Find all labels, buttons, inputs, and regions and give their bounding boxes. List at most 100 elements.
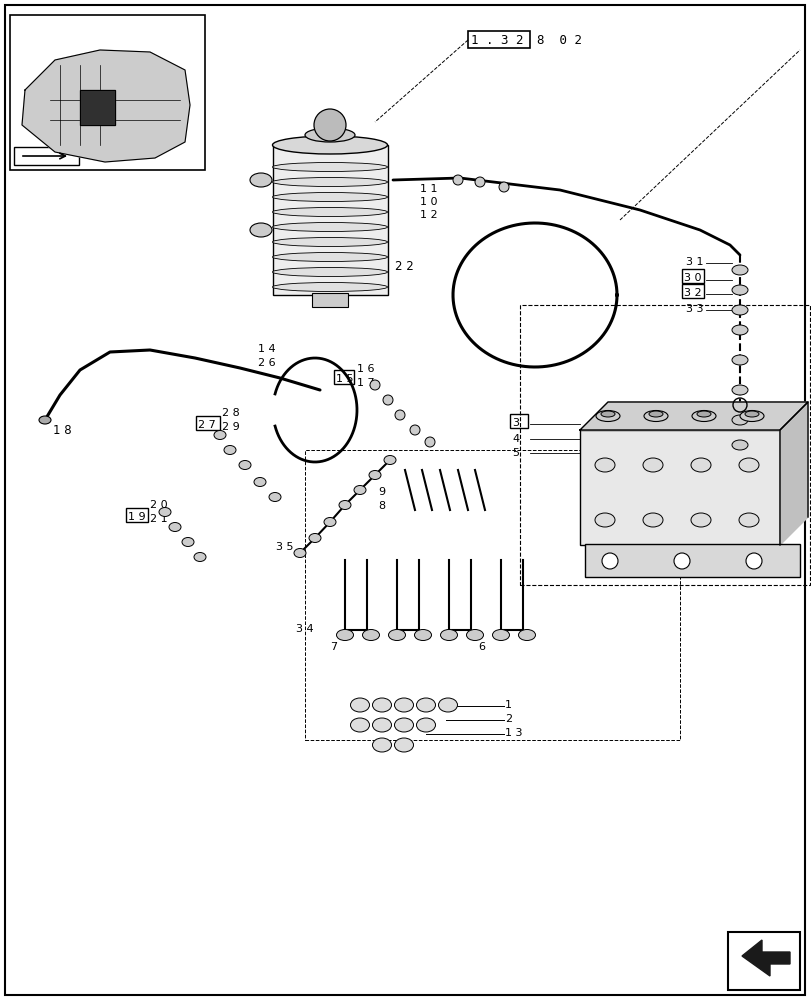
- Ellipse shape: [643, 410, 667, 422]
- Ellipse shape: [416, 698, 435, 712]
- Ellipse shape: [594, 513, 614, 527]
- Ellipse shape: [744, 411, 758, 417]
- Text: 1 8: 1 8: [53, 424, 71, 437]
- Text: 7: 7: [329, 642, 337, 652]
- Ellipse shape: [738, 513, 758, 527]
- Text: 2 3: 2 3: [699, 437, 717, 447]
- Bar: [333, 370, 354, 384]
- Ellipse shape: [696, 411, 710, 417]
- Ellipse shape: [324, 518, 336, 526]
- Text: 2 7: 2 7: [198, 420, 216, 430]
- Text: 2 6: 2 6: [258, 358, 275, 368]
- Circle shape: [601, 553, 617, 569]
- Polygon shape: [741, 940, 789, 976]
- Ellipse shape: [394, 738, 413, 752]
- Text: 2 4: 2 4: [699, 424, 717, 434]
- Ellipse shape: [594, 458, 614, 472]
- Ellipse shape: [600, 411, 614, 417]
- Ellipse shape: [272, 163, 387, 172]
- Bar: [305, 450, 679, 740]
- Ellipse shape: [731, 415, 747, 425]
- Text: 2 9: 2 9: [221, 422, 239, 432]
- Ellipse shape: [336, 630, 353, 640]
- Ellipse shape: [642, 458, 663, 472]
- Text: 9: 9: [378, 487, 384, 497]
- Circle shape: [383, 395, 393, 405]
- Bar: [14, 147, 79, 165]
- Circle shape: [410, 425, 419, 435]
- Text: 2 1: 2 1: [150, 514, 167, 524]
- Ellipse shape: [272, 193, 387, 202]
- Bar: [617, 443, 695, 460]
- Circle shape: [394, 410, 405, 420]
- Ellipse shape: [272, 136, 387, 154]
- Ellipse shape: [294, 548, 306, 558]
- Text: 1 7: 1 7: [357, 378, 374, 388]
- Ellipse shape: [731, 440, 747, 450]
- Ellipse shape: [254, 478, 266, 487]
- Ellipse shape: [642, 513, 663, 527]
- Polygon shape: [779, 402, 807, 545]
- Ellipse shape: [731, 285, 747, 295]
- Ellipse shape: [440, 630, 457, 640]
- Text: 1 2: 1 2: [419, 210, 437, 220]
- Bar: [681, 269, 703, 283]
- Bar: [126, 508, 148, 522]
- Ellipse shape: [738, 458, 758, 472]
- Bar: [10, 15, 204, 170]
- Ellipse shape: [350, 718, 369, 732]
- Text: 2 5: 2 5: [699, 452, 717, 462]
- Ellipse shape: [372, 718, 391, 732]
- Ellipse shape: [438, 698, 457, 712]
- Bar: [727, 932, 799, 990]
- Text: 1 1: 1 1: [419, 184, 437, 194]
- Ellipse shape: [731, 265, 747, 275]
- Text: 3 2: 3 2: [683, 288, 701, 298]
- Ellipse shape: [272, 267, 387, 276]
- Text: 2 8: 2 8: [221, 408, 239, 418]
- Text: 3: 3: [512, 418, 518, 428]
- Ellipse shape: [272, 223, 387, 232]
- Ellipse shape: [272, 178, 387, 187]
- Bar: [697, 433, 721, 447]
- Ellipse shape: [362, 630, 379, 640]
- Text: 4: 4: [512, 434, 518, 444]
- Text: 3 1: 3 1: [685, 257, 702, 267]
- Text: 1 0: 1 0: [419, 197, 437, 207]
- Ellipse shape: [368, 471, 380, 480]
- Circle shape: [673, 553, 689, 569]
- Text: 8  0 2: 8 0 2: [536, 34, 581, 47]
- Text: 1: 1: [504, 700, 512, 710]
- Bar: [467, 31, 530, 48]
- Ellipse shape: [272, 282, 387, 292]
- Ellipse shape: [250, 173, 272, 187]
- Circle shape: [474, 177, 484, 187]
- Text: 1 . 3 2: 1 . 3 2: [470, 34, 523, 47]
- Ellipse shape: [731, 305, 747, 315]
- Text: 2: 2: [504, 714, 512, 724]
- Text: 6: 6: [478, 642, 484, 652]
- Circle shape: [424, 437, 435, 447]
- Bar: [272, 145, 388, 295]
- Ellipse shape: [224, 446, 236, 454]
- Ellipse shape: [372, 738, 391, 752]
- Ellipse shape: [194, 552, 206, 562]
- Ellipse shape: [388, 630, 405, 640]
- Ellipse shape: [394, 718, 413, 732]
- Ellipse shape: [39, 416, 51, 424]
- Ellipse shape: [354, 486, 366, 494]
- Ellipse shape: [690, 458, 710, 472]
- Ellipse shape: [731, 325, 747, 335]
- Ellipse shape: [272, 252, 387, 261]
- Ellipse shape: [731, 355, 747, 365]
- Ellipse shape: [414, 630, 431, 640]
- Circle shape: [453, 175, 462, 185]
- Text: 2 0: 2 0: [150, 500, 167, 510]
- Text: 1 5: 1 5: [336, 374, 353, 384]
- Text: 3 4: 3 4: [296, 624, 313, 634]
- Ellipse shape: [272, 208, 387, 217]
- Text: 1 3: 1 3: [504, 728, 521, 738]
- Text: 1 9: 1 9: [128, 512, 145, 522]
- Text: 1 4: 1 4: [258, 344, 275, 354]
- Text: 3 3: 3 3: [685, 304, 702, 314]
